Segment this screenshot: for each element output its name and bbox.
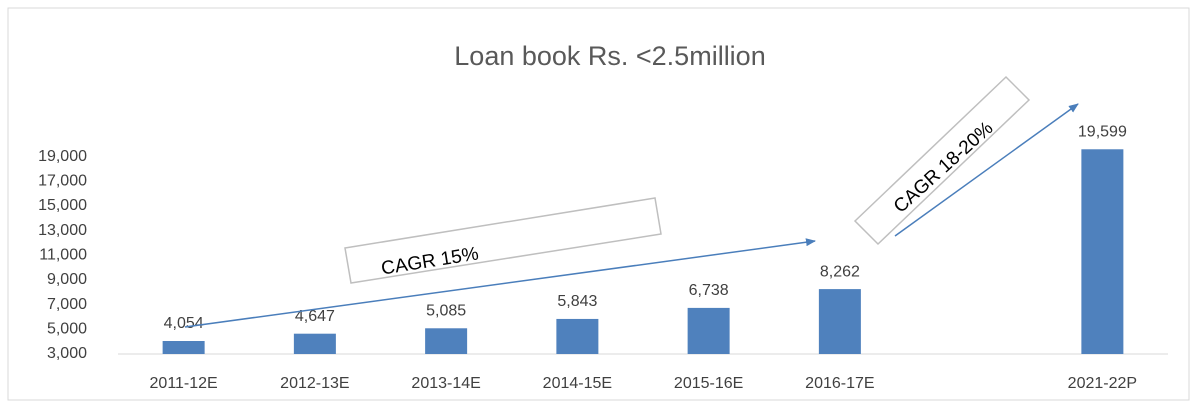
bar [818,289,861,354]
annotation-box [344,197,662,284]
x-tick-label: 2011-12E [150,375,218,392]
y-tick-label: 13,000 [38,222,87,239]
annotation-box [853,75,1031,246]
bar [293,333,336,354]
data-label: 19,599 [1078,123,1127,140]
x-tick-label: 2014-15E [543,375,612,392]
y-tick-label: 5,000 [47,321,87,338]
data-label: 4,054 [164,315,204,332]
trend-arrow [894,103,1079,237]
data-label: 5,843 [557,293,597,310]
bar [687,307,730,354]
data-label: 8,262 [820,263,860,280]
y-tick-label: 11,000 [39,247,87,264]
y-tick-label: 3,000 [47,345,87,362]
bar [425,328,468,354]
x-tick-label: 2013-14E [411,375,480,392]
y-tick-label: 19,000 [38,148,87,165]
data-label: 6,738 [689,282,729,299]
bar [556,318,599,354]
plot: 3,000 5,000 7,000 9,000 11,000 13,000 15,000 17… [38,123,1168,392]
chart-title: Loan book Rs. <2.5million [454,41,765,71]
trend-arrow [184,238,816,328]
y-tick-label: 9,000 [47,271,87,288]
y-tick-label: 15,000 [38,197,87,214]
x-tick-label: 2021-22P [1068,375,1137,392]
x-tick-label: 2012-13E [280,375,349,392]
data-label: 4,647 [295,308,335,325]
x-tick-label: 2015-16E [674,375,743,392]
chart-frame [7,7,1190,401]
y-tick-label: 7,000 [47,296,87,313]
bar [162,341,205,354]
y-tick-label: 17,000 [38,173,87,190]
bar [1081,149,1124,354]
data-label: 5,085 [426,303,466,320]
x-tick-label: 2016-17E [805,375,874,392]
